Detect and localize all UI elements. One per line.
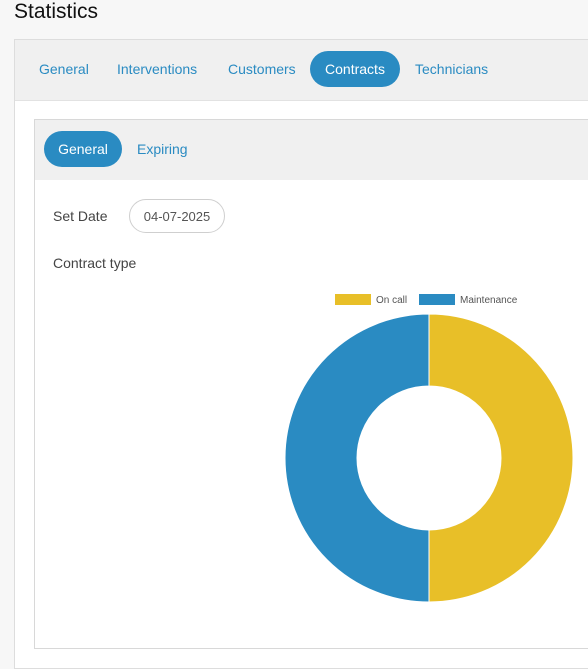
tab-customers[interactable]: Customers <box>228 61 296 77</box>
tab-general[interactable]: General <box>39 61 89 77</box>
contracts-panel: General Expiring Set Date Contract type … <box>34 119 588 649</box>
page-title: Statistics <box>14 0 99 23</box>
subtab-expiring[interactable]: Expiring <box>137 141 188 157</box>
set-date-input[interactable] <box>129 199 225 233</box>
set-date-label: Set Date <box>53 208 108 224</box>
tab-contracts[interactable]: Contracts <box>310 51 400 87</box>
legend-label-maintenance: Maintenance <box>460 295 518 306</box>
pie-slice-on-call[interactable] <box>428 313 574 603</box>
statistics-panel: General Interventions Customers Contract… <box>14 39 588 669</box>
tab-technicians[interactable]: Technicians <box>415 61 489 77</box>
main-tabs: General Interventions Customers Contract… <box>15 40 588 101</box>
legend-label-on-call: On call <box>376 295 407 306</box>
subtab-general[interactable]: General <box>44 131 122 167</box>
contract-type-chart: On call Maintenance <box>284 294 574 603</box>
tab-interventions[interactable]: Interventions <box>117 61 198 77</box>
chart-title: Contract type <box>53 255 137 271</box>
sub-tabs: General Expiring <box>35 120 588 180</box>
pie-slice-maintenance[interactable] <box>284 313 430 603</box>
legend-swatch-maintenance[interactable] <box>419 294 455 305</box>
legend-swatch-on-call[interactable] <box>335 294 371 305</box>
